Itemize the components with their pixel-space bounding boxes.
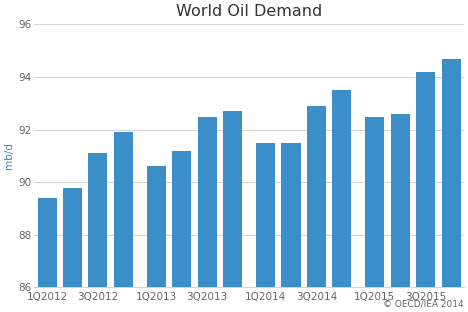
Bar <box>88 153 108 312</box>
Bar <box>256 143 275 312</box>
Bar <box>114 132 133 312</box>
Bar <box>281 143 300 312</box>
Bar <box>366 116 384 312</box>
Bar <box>63 188 82 312</box>
Bar <box>223 111 242 312</box>
Bar <box>147 167 166 312</box>
Bar <box>197 116 217 312</box>
Bar <box>442 59 461 312</box>
Bar <box>37 198 57 312</box>
Bar <box>332 90 351 312</box>
Bar <box>391 114 410 312</box>
Bar <box>416 72 435 312</box>
Bar <box>172 151 191 312</box>
Bar <box>307 106 326 312</box>
Title: World Oil Demand: World Oil Demand <box>176 4 322 19</box>
Text: © OECD/IEA 2014: © OECD/IEA 2014 <box>383 300 463 309</box>
Y-axis label: mb/d: mb/d <box>4 143 14 169</box>
